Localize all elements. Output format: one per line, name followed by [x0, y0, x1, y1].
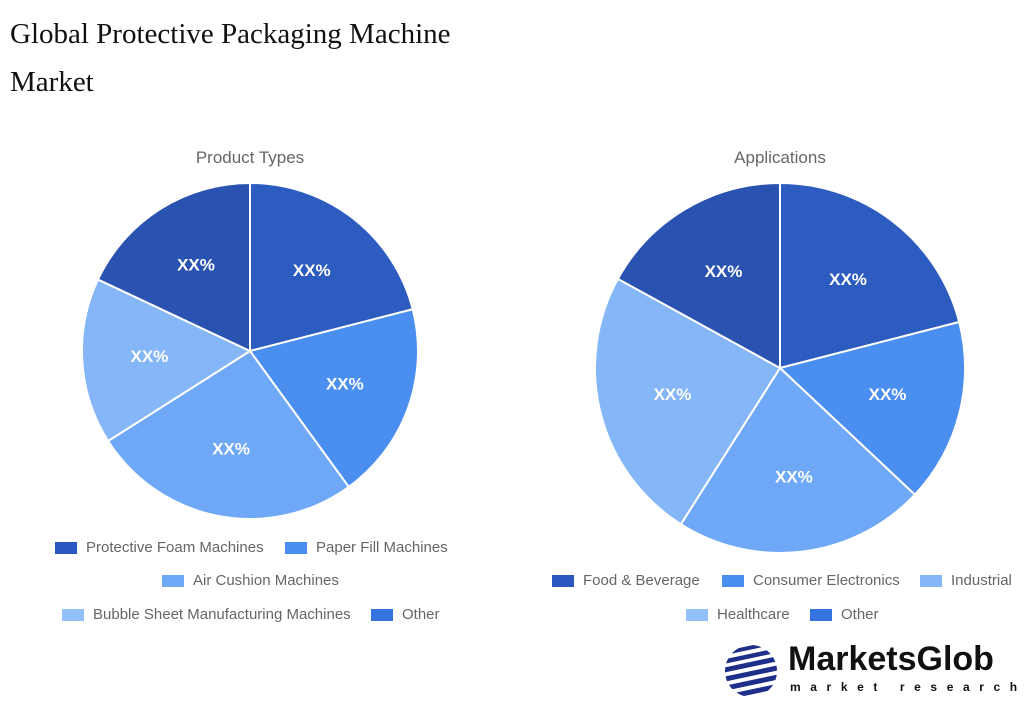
slice-label: XX% [705, 262, 743, 281]
legend-item[interactable]: Air Cushion Machines [162, 572, 339, 589]
legend-label: Protective Foam Machines [86, 539, 264, 556]
legend-item[interactable]: Protective Foam Machines [55, 539, 264, 556]
legend-item[interactable]: Healthcare [686, 606, 790, 623]
slice-label: XX% [654, 385, 692, 404]
legend-item[interactable]: Consumer Electronics [722, 572, 900, 589]
pie-slice[interactable] [106, 349, 351, 520]
pie-title: Applications [734, 148, 826, 167]
slice-label: XX% [775, 468, 813, 487]
pie-title: Product Types [196, 148, 304, 167]
legend-swatch [371, 609, 393, 621]
legend-swatch [285, 542, 307, 554]
pie-chart-2: Applications XX% XX% XX% XX% XX% Food & Bevera… [552, 148, 1012, 623]
legend-item[interactable]: Food & Beverage [552, 572, 700, 589]
pie-slice[interactable] [81, 278, 253, 443]
slice-label: XX% [326, 375, 364, 394]
legend-swatch [722, 575, 744, 587]
slice-label: XX% [131, 347, 169, 366]
legend-swatch [920, 575, 942, 587]
legend-swatch [552, 575, 574, 587]
legend-swatch [810, 609, 832, 621]
legend-label: Paper Fill Machines [316, 539, 448, 556]
legend-item[interactable]: Bubble Sheet Manufacturing Machines [62, 606, 351, 623]
legend-label: Healthcare [717, 606, 790, 623]
legend-item[interactable]: Paper Fill Machines [285, 539, 448, 556]
pie-chart-1: Product Types XX% XX% XX% XX% XX% Protective F… [55, 148, 448, 623]
legend-item[interactable]: Industrial [920, 572, 1012, 589]
slice-label: XX% [829, 270, 867, 289]
pie-slice[interactable] [249, 181, 414, 353]
legend-item[interactable]: Other [371, 606, 440, 623]
legend-swatch [62, 609, 84, 621]
legend-label: Other [841, 606, 879, 623]
logo-name: MarketsGlob [788, 640, 994, 678]
legend-label: Air Cushion Machines [193, 572, 339, 589]
pie-slice[interactable] [594, 277, 782, 526]
logo-tagline: market research [790, 680, 1027, 694]
slice-label: XX% [177, 255, 215, 274]
legend-label: Industrial [951, 572, 1012, 589]
legend-label: Bubble Sheet Manufacturing Machines [93, 606, 351, 623]
pie-slice[interactable] [779, 181, 961, 370]
slice-label: XX% [293, 261, 331, 280]
legend-label: Food & Beverage [583, 572, 700, 589]
legend-item[interactable]: Other [810, 606, 879, 623]
pie-slice[interactable] [679, 366, 917, 554]
pie-slice[interactable] [777, 320, 966, 497]
slice-label: XX% [869, 385, 907, 404]
legend-swatch [55, 542, 77, 554]
legend-swatch [162, 575, 184, 587]
pie-slice[interactable] [616, 181, 781, 370]
pie-slice[interactable] [96, 181, 251, 353]
legend-label: Other [402, 606, 440, 623]
slice-label: XX% [212, 439, 250, 458]
globe-icon [725, 645, 777, 697]
page-title: Global Protective Packaging Machine Mark… [10, 18, 451, 98]
pie-slice[interactable] [248, 308, 419, 489]
legend-swatch [686, 609, 708, 621]
legend-label: Consumer Electronics [753, 572, 900, 589]
